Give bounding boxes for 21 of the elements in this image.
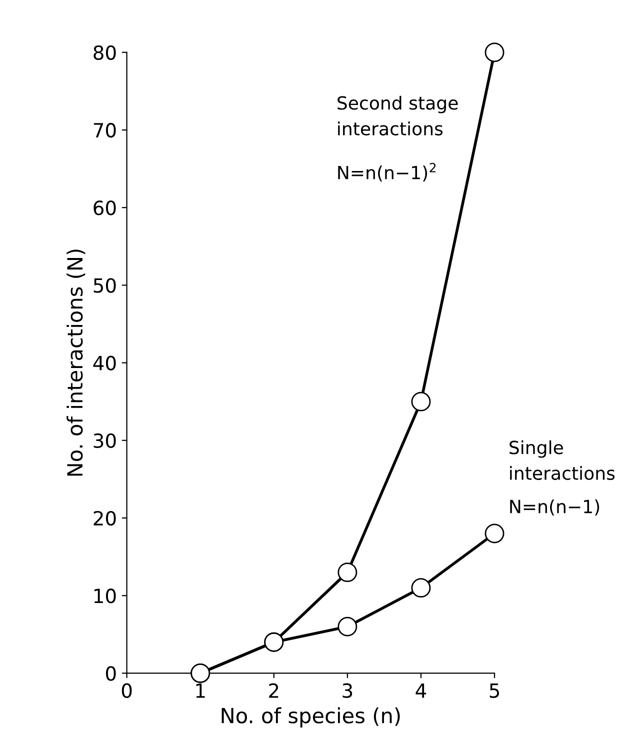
text: Single interactions bbox=[510, 440, 615, 480]
x-tick-label: 5 bbox=[490, 684, 500, 698]
y-tick-label: 40 bbox=[93, 356, 116, 370]
x-tick-label: 4 bbox=[416, 684, 426, 698]
annotation: N=n(n−1)$^{2}$ bbox=[338, 162, 436, 182]
y-tick-label: 80 bbox=[94, 45, 116, 60]
text: N=n(n−1) bbox=[510, 499, 600, 516]
x-tick-label: 3 bbox=[342, 683, 352, 698]
y-tick-label: 70 bbox=[94, 122, 116, 138]
x-axis-title: No. of species (n) bbox=[222, 707, 400, 728]
y-tick-label: 30 bbox=[94, 433, 116, 448]
y-tick-label: 50 bbox=[94, 278, 116, 293]
x-tick-label: 1 bbox=[196, 684, 205, 698]
y-tick-label: 0 bbox=[106, 666, 116, 681]
y-tick-label: 10 bbox=[94, 588, 116, 604]
x-tick-label: 0 bbox=[122, 683, 132, 698]
y-tick-label: 60 bbox=[94, 200, 116, 216]
x-tick-label: 2 bbox=[269, 683, 278, 698]
series-label: Second stage interactions bbox=[338, 96, 458, 136]
y-axis-title: No. of interactions (N) bbox=[66, 250, 86, 476]
y-tick-label: 20 bbox=[94, 510, 116, 526]
